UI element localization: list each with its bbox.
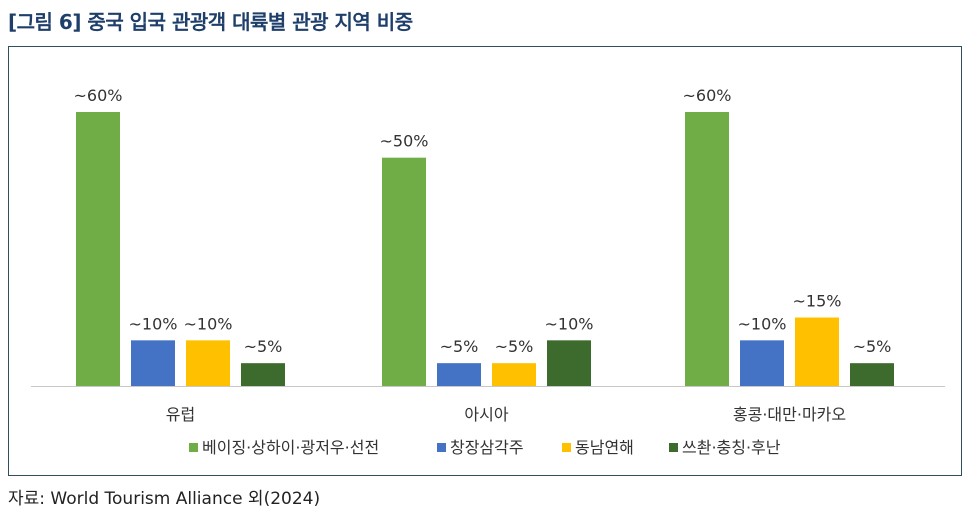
category-label: 홍콩·대만·마카오 (733, 405, 846, 424)
bar (850, 363, 894, 386)
legend-swatch (189, 443, 198, 452)
data-label: ~5% (853, 337, 892, 356)
category-label: 유럽 (166, 405, 195, 424)
bar (241, 363, 285, 386)
data-label: ~60% (683, 86, 732, 105)
legend-label: 창장삼각주 (450, 438, 524, 457)
data-label: ~10% (738, 314, 787, 333)
legend-label: 동남연해 (575, 438, 634, 457)
bar (740, 340, 784, 386)
data-label: ~5% (440, 337, 479, 356)
bar (492, 363, 536, 386)
data-label: ~5% (495, 337, 534, 356)
data-label: ~5% (244, 337, 283, 356)
bar (131, 340, 175, 386)
legend-label: 베이징·상하이·광저우·선전 (202, 438, 379, 457)
figure-title: [그림 6] 중국 입국 관광객 대륙별 관광 지역 비중 (8, 10, 413, 34)
data-label: ~15% (793, 292, 842, 311)
data-label: ~10% (545, 314, 594, 333)
bar (795, 317, 839, 386)
data-label: ~50% (380, 132, 429, 151)
bar (382, 157, 426, 386)
bar (437, 363, 481, 386)
bar (186, 340, 230, 386)
data-label: ~10% (184, 314, 233, 333)
bar (76, 112, 120, 386)
data-label: ~10% (129, 314, 178, 333)
source-note: 자료: World Tourism Alliance 외(2024) (8, 489, 321, 509)
legend-swatch (437, 443, 446, 452)
legend-label: 쓰촨·충칭·후난 (682, 438, 781, 457)
legend-swatch (669, 443, 678, 452)
legend-swatch (562, 443, 571, 452)
data-label: ~60% (74, 86, 123, 105)
bar (685, 112, 729, 386)
category-label: 아시아 (464, 405, 508, 424)
chart-frame: ~60% ~10% ~10% ~5% 유럽 ~50% ~5% ~5% ~10% 아시아 ~60% ~1… (8, 46, 962, 476)
bar (547, 340, 591, 386)
bar-chart: ~60% ~10% ~10% ~5% 유럽 ~50% ~5% ~5% ~10% 아시아 ~60% ~1… (31, 86, 945, 457)
